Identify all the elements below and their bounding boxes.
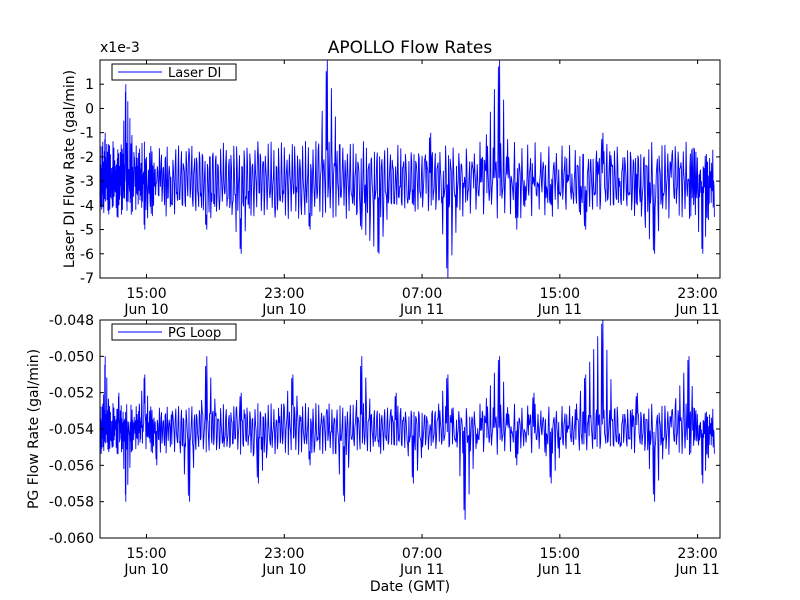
x-tick-time: 07:00 (402, 286, 442, 302)
y-tick-label: -3 (80, 174, 94, 190)
y-tick-label: -7 (80, 271, 94, 287)
y-tick-label: 1 (85, 77, 94, 93)
x-tick-time: 23:00 (677, 546, 717, 562)
y-offset-text: x1e-3 (100, 40, 140, 56)
x-tick-date: Jun 10 (261, 302, 306, 318)
x-tick-date: Jun 11 (537, 562, 582, 578)
x-tick-time: 23:00 (264, 286, 304, 302)
x-axis-label: Date (GMT) (370, 579, 450, 595)
x-tick-date: Jun 10 (261, 562, 306, 578)
y-tick-label: -2 (80, 150, 94, 166)
y-tick-label: -0.050 (49, 349, 94, 365)
y-tick-label: -6 (80, 247, 94, 263)
y-tick-label: 0 (85, 101, 94, 117)
legend: PG Loop (111, 323, 237, 341)
legend-label: Laser DI (168, 66, 221, 81)
x-tick-time: 15:00 (540, 546, 580, 562)
y-axis-label: PG Flow Rate (gal/min) (26, 349, 42, 509)
chart-title: APOLLO Flow Rates (328, 38, 493, 58)
x-tick-time: 15:00 (540, 286, 580, 302)
y-tick-label: -0.048 (49, 313, 94, 329)
legend: Laser DI (111, 63, 237, 81)
x-tick-date: Jun 10 (123, 302, 168, 318)
y-tick-label: -0.060 (49, 531, 94, 547)
y-tick-label: -0.054 (49, 422, 94, 438)
y-tick-label: -0.056 (49, 458, 94, 474)
y-axis-label: Laser DI Flow Rate (gal/min) (62, 70, 78, 268)
x-tick-time: 23:00 (264, 546, 304, 562)
y-tick-label: -0.058 (49, 495, 94, 511)
legend-label: PG Loop (168, 326, 221, 341)
legend-box (111, 63, 237, 81)
bottom-panel: -0.048 -0.050 -0.052 -0.054 -0.056 -0.058 -0.0… (26, 313, 721, 578)
series-line-1 (100, 320, 715, 520)
x-tick-time: 23:00 (677, 286, 717, 302)
x-tick-date: Jun 10 (123, 562, 168, 578)
legend-box (111, 323, 237, 341)
y-tick-label: -4 (80, 198, 94, 214)
x-tick-date: Jun 11 (399, 302, 444, 318)
x-tick-time: 15:00 (126, 546, 166, 562)
y-tick-label: -5 (80, 223, 94, 239)
x-tick-date: Jun 11 (675, 302, 720, 318)
x-tick-date: Jun 11 (399, 562, 444, 578)
x-tick-time: 15:00 (126, 286, 166, 302)
series-line-0 (100, 60, 715, 278)
x-tick-time: 07:00 (402, 546, 442, 562)
plot-frame (99, 59, 721, 279)
x-tick-date: Jun 11 (675, 562, 720, 578)
x-tick-date: Jun 11 (537, 302, 582, 318)
y-tick-label: -0.052 (49, 386, 94, 402)
y-tick-label: -1 (80, 126, 94, 142)
